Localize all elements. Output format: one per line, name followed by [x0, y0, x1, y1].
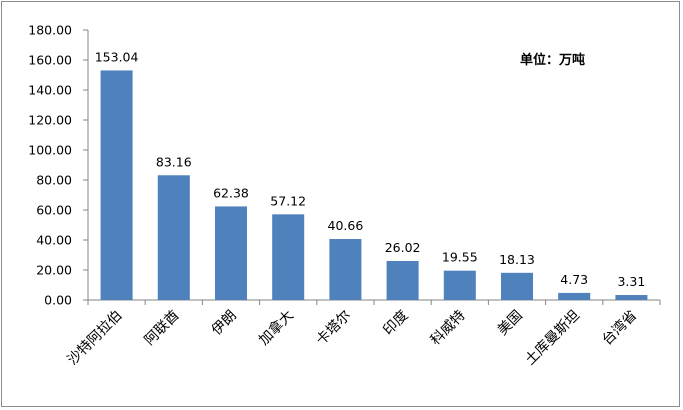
y-tick-label: 60.00: [36, 203, 72, 218]
category-label: 印度: [380, 308, 411, 339]
data-label: 153.04: [95, 49, 139, 64]
bar: [443, 270, 476, 300]
bar: [214, 206, 248, 300]
data-label: 3.31: [617, 274, 645, 289]
data-label: 4.73: [560, 272, 588, 287]
data-label: 26.02: [385, 240, 421, 255]
category-label: 卡塔尔: [313, 308, 354, 349]
y-tick-label: 160.00: [28, 53, 72, 68]
y-tick-label: 140.00: [28, 83, 72, 98]
category-label: 科威特: [428, 308, 469, 349]
data-label: 83.16: [156, 154, 192, 169]
y-tick-label: 80.00: [36, 173, 72, 188]
category-label: 土库曼斯坦: [522, 308, 583, 369]
category-label: 伊朗: [209, 308, 240, 339]
data-label: 57.12: [270, 193, 306, 208]
data-label: 62.38: [213, 185, 249, 200]
y-tick-label: 100.00: [28, 143, 72, 158]
category-label: 加拿大: [255, 307, 297, 349]
bar: [272, 214, 305, 300]
category-label: 沙特阿拉伯: [65, 308, 126, 369]
bar: [100, 70, 133, 300]
y-tick-label: 180.00: [28, 23, 72, 38]
unit-note: 单位：万吨: [520, 52, 585, 68]
bar: [329, 239, 362, 300]
y-tick-label: 0.00: [44, 293, 72, 308]
bar: [500, 272, 534, 300]
category-label: 美国: [495, 308, 526, 339]
data-label: 40.66: [328, 218, 364, 233]
y-tick-label: 20.00: [36, 263, 72, 278]
y-tick-label: 120.00: [28, 113, 72, 128]
data-label: 18.13: [499, 252, 535, 267]
y-tick-label: 40.00: [36, 233, 72, 248]
category-label: 阿联酋: [141, 307, 183, 349]
data-label: 19.55: [442, 250, 478, 265]
category-label: 台湾省: [599, 307, 641, 349]
bar: [615, 295, 648, 300]
bar: [386, 260, 419, 300]
bar: [558, 292, 591, 300]
bar: [157, 175, 190, 300]
